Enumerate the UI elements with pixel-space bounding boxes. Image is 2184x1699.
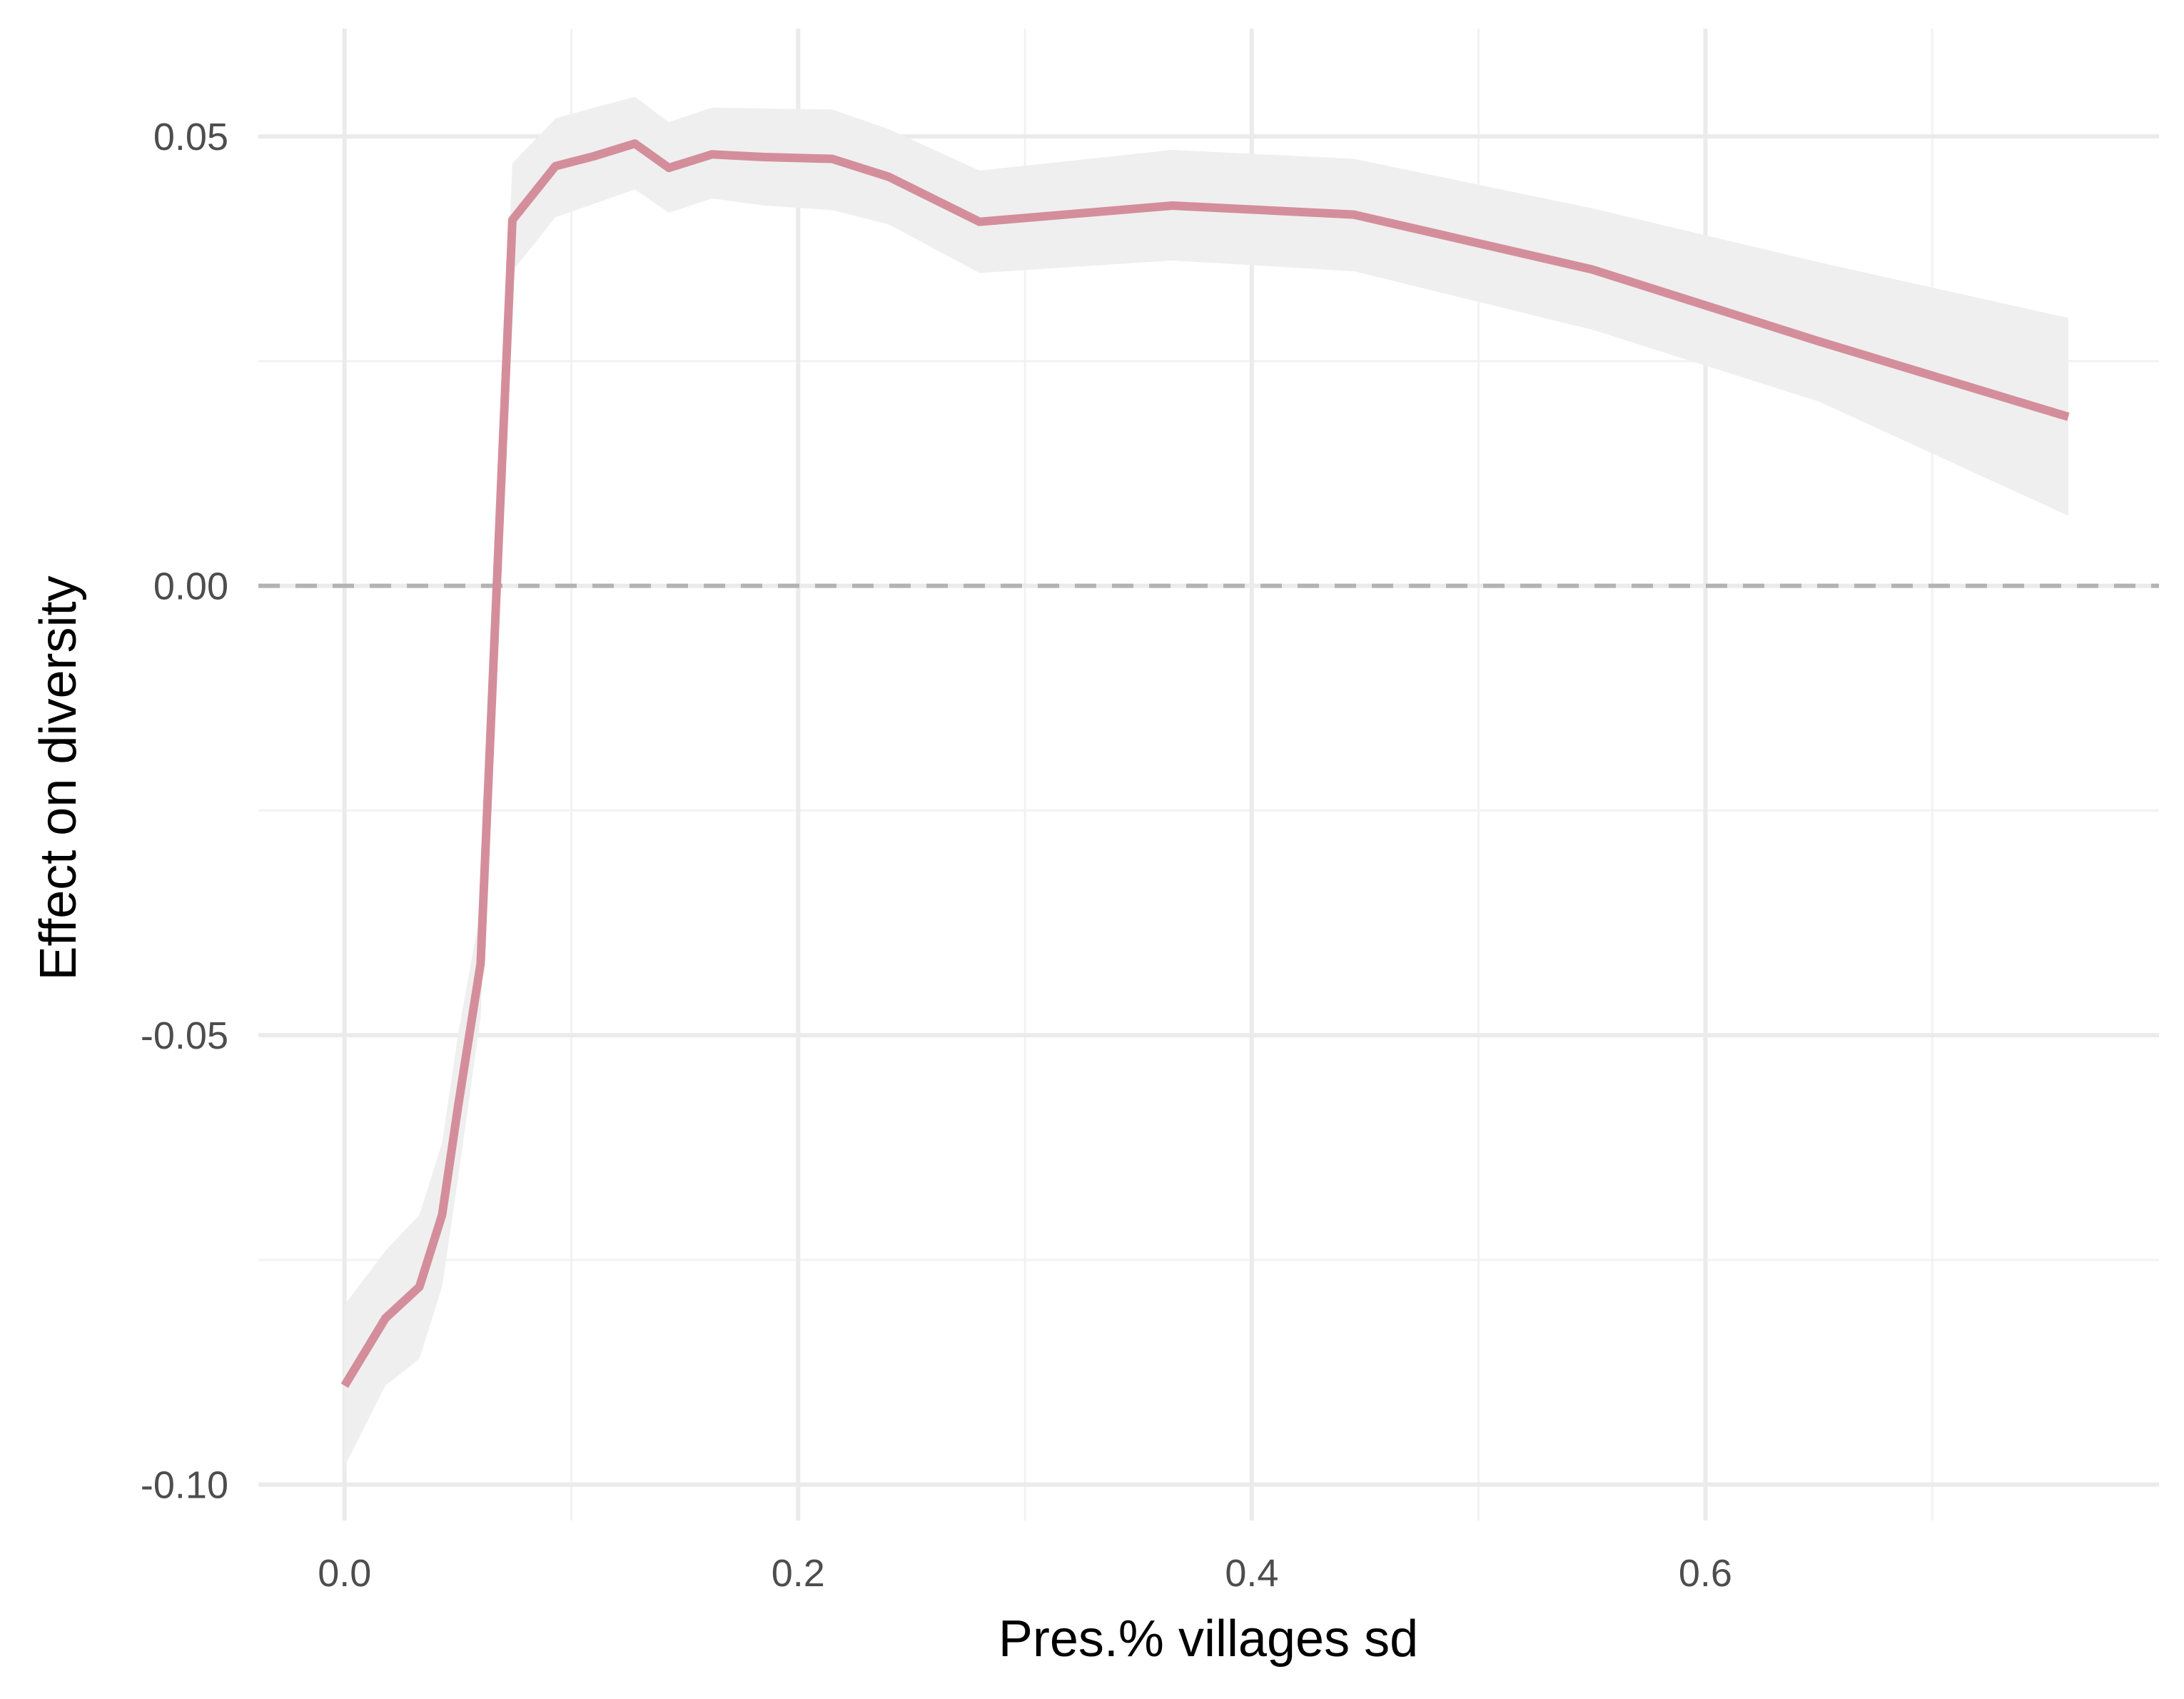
x-tick-label: 0.4	[1225, 1552, 1278, 1595]
x-tick-label: 0.0	[318, 1552, 371, 1595]
y-tick-label: 0.05	[153, 116, 228, 158]
effect-line-group	[340, 139, 2070, 1388]
confidence-ribbon-group	[344, 96, 2068, 1467]
x-tick-label: 0.6	[1679, 1552, 1732, 1595]
y-tick-label: 0.00	[153, 565, 228, 608]
effect-line	[340, 139, 2070, 1388]
x-tick-label: 0.2	[772, 1552, 825, 1595]
y-tick-label: -0.10	[141, 1464, 228, 1507]
confidence-ribbon	[344, 96, 2068, 1467]
y-axis-title: Effect on diversity	[30, 576, 87, 981]
x-axis-title: Pres.% villages sd	[999, 1610, 1418, 1668]
y-tick-label: -0.05	[141, 1014, 228, 1057]
tick-labels: 0.0 0.2 0.4 0.6 -0.10 -0.05 0.00 0.05	[141, 116, 1732, 1595]
